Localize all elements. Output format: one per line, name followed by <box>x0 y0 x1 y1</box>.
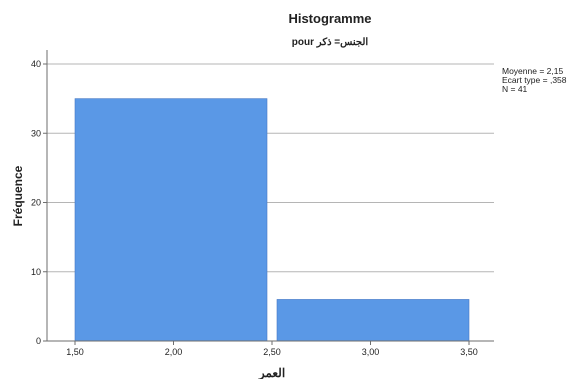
y-tick-label-1: 10 <box>31 267 41 277</box>
x-tick-label-0: 1,50 <box>66 347 84 357</box>
y-axis-ticks: 0 10 20 30 40 <box>31 59 47 346</box>
x-axis-label: العمر <box>258 366 285 379</box>
chart-subtitle: pour الجنس= ذكر <box>292 37 369 48</box>
y-tick-label-0: 0 <box>36 336 41 346</box>
x-tick-label-2: 2,50 <box>263 347 281 357</box>
y-axis-label: Fréquence <box>11 165 25 226</box>
histogram-bar-1 <box>276 299 470 342</box>
axes <box>46 50 494 342</box>
x-tick-label-1: 2,00 <box>165 347 183 357</box>
statistics-line-2: N = 41 <box>502 84 528 94</box>
histogram-bar-0 <box>74 98 268 342</box>
x-tick-label-3: 3,00 <box>362 347 380 357</box>
y-tick-label-4: 40 <box>31 59 41 69</box>
statistics-line-0: Moyenne = 2,15 <box>502 66 563 76</box>
x-tick-label-4: 3,50 <box>460 347 478 357</box>
statistics-line-1: Ecart type = ,358 <box>502 75 567 85</box>
histogram-bars <box>74 98 470 342</box>
y-tick-label-3: 30 <box>31 128 41 138</box>
chart-title: Histogramme <box>288 11 371 26</box>
x-axis-ticks: 1,50 2,00 2,50 3,00 3,50 <box>66 341 478 357</box>
y-tick-label-2: 20 <box>31 198 41 208</box>
